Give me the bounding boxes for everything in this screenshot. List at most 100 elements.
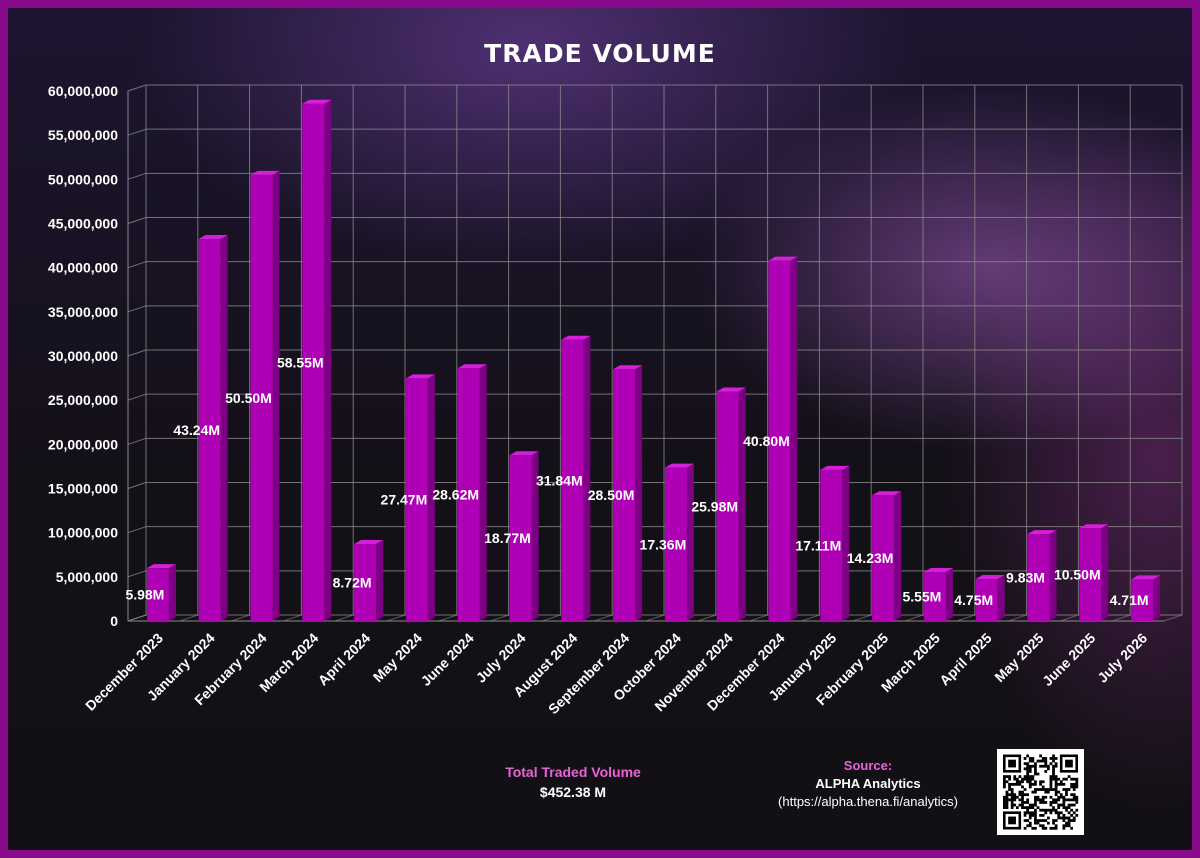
- qr-module: [1015, 795, 1019, 799]
- grid-floor-line: [179, 614, 198, 622]
- data-label: 28.62M: [432, 487, 479, 503]
- qr-module: [1044, 759, 1048, 763]
- y-tick-label: 10,000,000: [48, 525, 118, 541]
- qr-module: [1005, 793, 1009, 797]
- qr-module: [1039, 824, 1042, 828]
- qr-module: [1046, 790, 1050, 794]
- qr-module: [1070, 803, 1074, 807]
- qr-module: [1003, 801, 1006, 804]
- qr-module: [1028, 782, 1032, 786]
- qr-module: [1057, 790, 1061, 794]
- qr-module: [1003, 803, 1006, 807]
- qr-module: [1034, 808, 1037, 812]
- bar: [872, 491, 902, 621]
- qr-module: [1026, 808, 1030, 812]
- grid-floor-line: [1163, 614, 1183, 622]
- qr-module: [1005, 780, 1009, 784]
- qr-module: [1067, 819, 1071, 822]
- qr-module: [1070, 798, 1074, 802]
- qr-module: [1036, 821, 1040, 825]
- qr-finder-core: [1065, 759, 1073, 768]
- bar-top: [716, 387, 746, 392]
- data-label: 17.11M: [795, 537, 841, 553]
- grid-floor-line: [697, 614, 716, 622]
- qr-module: [1072, 777, 1076, 781]
- qr-module: [1023, 811, 1027, 815]
- qr-module: [1059, 803, 1063, 807]
- bar: [716, 387, 746, 621]
- qr-module: [1062, 813, 1066, 817]
- qr-module: [1028, 816, 1032, 820]
- qr-module: [1075, 777, 1079, 781]
- data-label: 27.47M: [381, 492, 428, 508]
- bar-side: [1049, 530, 1057, 621]
- grid-floor-line: [801, 614, 820, 622]
- qr-module: [1044, 801, 1048, 804]
- bar-side: [1153, 575, 1161, 621]
- qr-module: [1044, 826, 1048, 830]
- qr-module: [1049, 782, 1053, 786]
- qr-module: [1062, 777, 1066, 781]
- qr-code-icon[interactable]: [997, 749, 1084, 835]
- qr-module: [1034, 780, 1037, 784]
- qr-module: [1041, 819, 1045, 822]
- qr-module: [1067, 824, 1071, 828]
- qr-module: [1057, 806, 1061, 810]
- grid-floor-line: [231, 614, 250, 622]
- bar-front: [405, 378, 428, 621]
- bar: [975, 575, 1005, 621]
- bar-top: [250, 170, 280, 175]
- grid-floor-line: [594, 614, 613, 622]
- qr-module: [1044, 790, 1048, 794]
- qr-module: [1018, 780, 1022, 784]
- qr-module: [1034, 811, 1037, 815]
- bar: [405, 374, 435, 621]
- qr-module: [1049, 808, 1053, 812]
- qr-module: [1031, 806, 1035, 810]
- grid-floor-line: [283, 614, 302, 622]
- qr-module: [1065, 798, 1068, 802]
- qr-module: [1031, 803, 1035, 807]
- bar-front: [198, 239, 221, 621]
- qr-module: [1005, 801, 1009, 804]
- qr-module: [1039, 759, 1042, 763]
- grid-floor-line: [1060, 614, 1079, 622]
- qr-module: [1039, 782, 1042, 786]
- bar: [302, 99, 332, 621]
- qr-module: [1008, 793, 1011, 797]
- qr-module: [1023, 813, 1027, 817]
- qr-module: [1010, 790, 1014, 794]
- qr-module: [1041, 788, 1045, 791]
- grid-floor-line: [127, 614, 147, 622]
- qr-module: [1008, 788, 1011, 791]
- source-url[interactable]: (https://alpha.thena.fi/analytics): [778, 794, 958, 809]
- grid-floor-line: [386, 614, 406, 622]
- qr-module: [1026, 770, 1030, 773]
- qr-module: [1065, 777, 1068, 781]
- y-tick-label: 25,000,000: [48, 392, 118, 408]
- qr-module: [1021, 798, 1024, 802]
- grid-floor-line: [335, 614, 354, 622]
- qr-module: [1044, 764, 1048, 768]
- qr-module: [1052, 801, 1055, 804]
- y-tick-label: 50,000,000: [48, 171, 118, 187]
- qr-module: [1034, 819, 1037, 822]
- bar-side: [376, 539, 384, 621]
- qr-module: [1026, 777, 1030, 781]
- qr-module: [1072, 788, 1076, 791]
- qr-module: [1036, 806, 1040, 810]
- qr-module: [1003, 780, 1006, 784]
- qr-module: [1041, 764, 1045, 768]
- qr-module: [1070, 819, 1074, 822]
- qr-module: [1054, 819, 1058, 822]
- qr-module: [1026, 764, 1030, 768]
- qr-module: [1041, 826, 1045, 830]
- bar-side: [479, 364, 487, 621]
- qr-module: [1036, 798, 1040, 802]
- bar-top: [820, 465, 850, 470]
- grid-floor-line: [956, 614, 975, 622]
- qr-module: [1023, 767, 1027, 771]
- grid-floor-line: [1112, 614, 1131, 622]
- bar: [561, 335, 591, 621]
